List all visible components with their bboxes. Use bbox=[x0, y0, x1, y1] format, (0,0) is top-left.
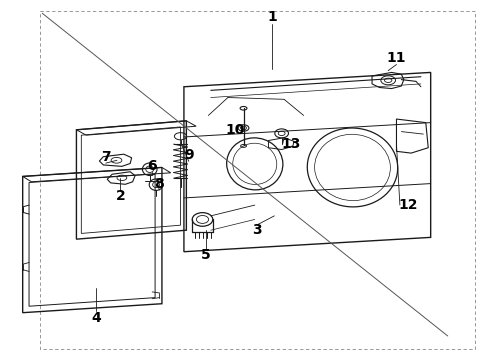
Text: 1: 1 bbox=[267, 10, 277, 24]
Text: 13: 13 bbox=[282, 137, 301, 151]
Text: 4: 4 bbox=[91, 311, 101, 325]
Text: 11: 11 bbox=[387, 51, 406, 65]
Text: 5: 5 bbox=[201, 248, 211, 262]
Text: 10: 10 bbox=[225, 123, 245, 137]
Text: 6: 6 bbox=[147, 159, 157, 173]
Text: 8: 8 bbox=[155, 177, 164, 190]
Text: 7: 7 bbox=[101, 150, 111, 164]
Text: 9: 9 bbox=[184, 148, 194, 162]
Text: 12: 12 bbox=[399, 198, 418, 212]
Text: 2: 2 bbox=[116, 189, 125, 203]
Text: 3: 3 bbox=[252, 223, 262, 237]
